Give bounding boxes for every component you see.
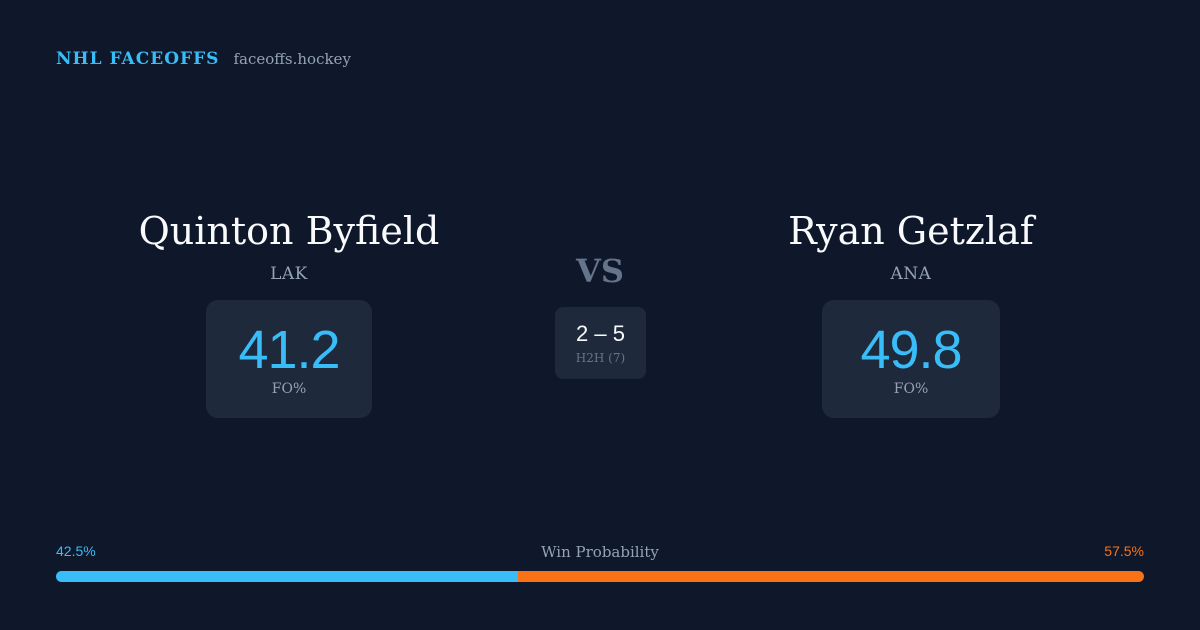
- player-left-fo-label: FO%: [271, 381, 307, 397]
- head-to-head-card: 2 – 5 H2H (7): [555, 307, 646, 379]
- head-to-head-label: H2H (7): [575, 351, 626, 365]
- player-right-team: ANA: [890, 264, 932, 284]
- player-right: Ryan Getzlaf ANA 49.8 FO%: [701, 206, 1121, 418]
- win-probability-right-label: 57.5%: [1104, 543, 1144, 559]
- player-left-fo-value: 41.2: [238, 320, 340, 380]
- win-probability-labels: 42.5% Win Probability 57.5%: [56, 543, 1144, 563]
- win-probability-left-label: 42.5%: [56, 543, 96, 559]
- brand-title[interactable]: NHL FACEOFFS: [56, 49, 220, 69]
- win-probability-right-fill: [518, 571, 1144, 582]
- player-right-fo-label: FO%: [893, 381, 929, 397]
- player-left-stat-card: 41.2 FO%: [206, 300, 372, 418]
- player-left-name: Quinton Byfield: [138, 209, 440, 253]
- player-left: Quinton Byfield LAK 41.2 FO%: [79, 206, 499, 418]
- player-right-stat-card: 49.8 FO%: [822, 300, 1000, 418]
- win-probability-left-fill: [56, 571, 519, 582]
- player-right-name: Ryan Getzlaf: [788, 209, 1034, 253]
- win-probability-bar: [56, 571, 1144, 582]
- brand-site[interactable]: faceoffs.hockey: [233, 50, 351, 68]
- head-to-head-score: 2 – 5: [576, 321, 625, 346]
- player-left-team: LAK: [270, 264, 308, 284]
- win-probability-title: Win Probability: [541, 543, 659, 561]
- player-right-fo-value: 49.8: [860, 320, 962, 380]
- brand-header: NHL FACEOFFS faceoffs.hockey: [56, 49, 351, 69]
- versus-label: VS: [576, 252, 624, 290]
